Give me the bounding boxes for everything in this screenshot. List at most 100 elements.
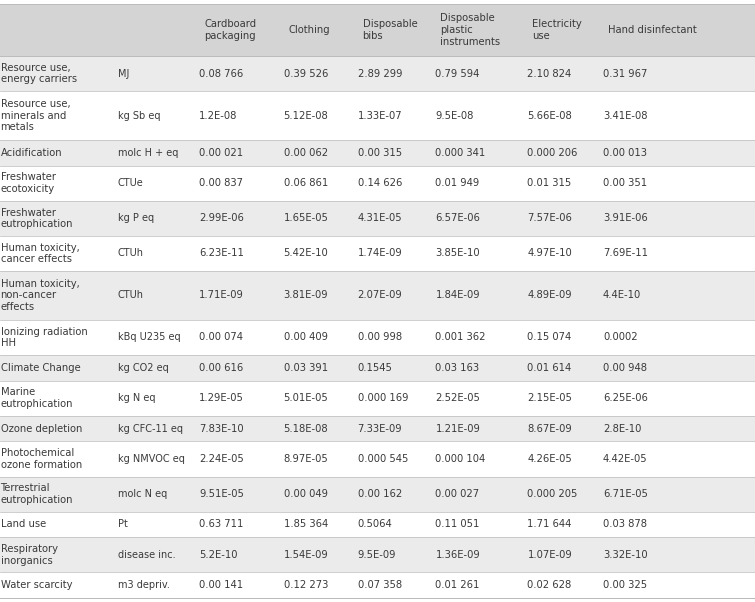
Text: Climate Change: Climate Change: [1, 363, 80, 373]
Text: Hand disinfectant: Hand disinfectant: [608, 25, 697, 35]
Text: 0.00 141: 0.00 141: [199, 580, 243, 590]
Text: 6.57E-06: 6.57E-06: [436, 213, 480, 223]
Text: 0.00 948: 0.00 948: [603, 363, 647, 373]
Text: Disposable
bibs: Disposable bibs: [362, 19, 418, 41]
Text: 0.08 766: 0.08 766: [199, 69, 243, 78]
Text: 1.84E-09: 1.84E-09: [436, 290, 480, 300]
Text: 3.91E-06: 3.91E-06: [603, 213, 648, 223]
Text: 0.1545: 0.1545: [358, 363, 393, 373]
Text: Pt: Pt: [118, 520, 128, 529]
Text: 0.79 594: 0.79 594: [436, 69, 479, 78]
Text: Land use: Land use: [1, 520, 46, 529]
Bar: [0, 4, 755, 56]
Text: 0.00 062: 0.00 062: [284, 148, 328, 158]
Text: 2.89 299: 2.89 299: [358, 69, 402, 78]
Text: 9.5E-08: 9.5E-08: [436, 111, 473, 120]
Text: 0.00 013: 0.00 013: [603, 148, 647, 158]
Text: 1.2E-08: 1.2E-08: [199, 111, 237, 120]
Text: 1.85 364: 1.85 364: [284, 520, 328, 529]
Text: 0.63 711: 0.63 711: [199, 520, 243, 529]
Text: 5.12E-08: 5.12E-08: [284, 111, 328, 120]
Text: 0.03 878: 0.03 878: [603, 520, 647, 529]
Text: 0.00 409: 0.00 409: [284, 332, 328, 343]
Text: 0.00 162: 0.00 162: [358, 489, 402, 499]
Text: 0.06 861: 0.06 861: [284, 178, 328, 188]
Bar: [0, 512, 755, 537]
Bar: [0, 537, 755, 573]
Text: 3.85E-10: 3.85E-10: [436, 249, 480, 258]
Text: 0.12 273: 0.12 273: [284, 580, 328, 590]
Text: kg CO2 eq: kg CO2 eq: [118, 363, 168, 373]
Text: kg CFC-11 eq: kg CFC-11 eq: [118, 424, 183, 433]
Text: 0.02 628: 0.02 628: [528, 580, 572, 590]
Text: 4.4E-10: 4.4E-10: [603, 290, 641, 300]
Text: 0.03 391: 0.03 391: [284, 363, 328, 373]
Text: Electricity
use: Electricity use: [532, 19, 582, 41]
Text: Disposable
plastic
instruments: Disposable plastic instruments: [440, 13, 501, 47]
Text: 0.15 074: 0.15 074: [528, 332, 572, 343]
Text: 0.14 626: 0.14 626: [358, 178, 402, 188]
Text: 0.00 049: 0.00 049: [284, 489, 328, 499]
Bar: [0, 140, 755, 166]
Text: Respiratory
inorganics: Respiratory inorganics: [1, 544, 57, 566]
Text: kBq U235 eq: kBq U235 eq: [118, 332, 180, 343]
Text: 7.83E-10: 7.83E-10: [199, 424, 244, 433]
Text: m3 depriv.: m3 depriv.: [118, 580, 169, 590]
Text: 0.01 315: 0.01 315: [528, 178, 572, 188]
Bar: [0, 200, 755, 236]
Text: 0.00 351: 0.00 351: [603, 178, 647, 188]
Text: Clothing: Clothing: [288, 25, 330, 35]
Bar: [0, 56, 755, 91]
Text: 7.33E-09: 7.33E-09: [358, 424, 402, 433]
Text: 5.18E-08: 5.18E-08: [284, 424, 328, 433]
Text: 0.00 027: 0.00 027: [436, 489, 479, 499]
Text: 6.23E-11: 6.23E-11: [199, 249, 244, 258]
Text: Ozone depletion: Ozone depletion: [1, 424, 82, 433]
Text: 3.32E-10: 3.32E-10: [603, 550, 648, 560]
Bar: [0, 91, 755, 140]
Text: 1.74E-09: 1.74E-09: [358, 249, 402, 258]
Text: 4.42E-05: 4.42E-05: [603, 454, 648, 464]
Text: 0.000 545: 0.000 545: [358, 454, 408, 464]
Text: 6.71E-05: 6.71E-05: [603, 489, 648, 499]
Text: 2.8E-10: 2.8E-10: [603, 424, 641, 433]
Text: Ionizing radiation
HH: Ionizing radiation HH: [1, 327, 88, 348]
Text: 0.00 021: 0.00 021: [199, 148, 243, 158]
Text: Water scarcity: Water scarcity: [1, 580, 72, 590]
Text: 2.99E-06: 2.99E-06: [199, 213, 244, 223]
Bar: [0, 271, 755, 320]
Text: 0.39 526: 0.39 526: [284, 69, 328, 78]
Bar: [0, 166, 755, 200]
Text: 5.01E-05: 5.01E-05: [284, 393, 328, 403]
Bar: [0, 441, 755, 477]
Text: kg Sb eq: kg Sb eq: [118, 111, 160, 120]
Text: 4.26E-05: 4.26E-05: [528, 454, 572, 464]
Text: 7.69E-11: 7.69E-11: [603, 249, 648, 258]
Text: Freshwater
eutrophication: Freshwater eutrophication: [1, 208, 73, 229]
Text: 0.001 362: 0.001 362: [436, 332, 486, 343]
Text: 4.89E-09: 4.89E-09: [528, 290, 572, 300]
Text: 0.00 315: 0.00 315: [358, 148, 402, 158]
Text: 9.51E-05: 9.51E-05: [199, 489, 244, 499]
Text: 0.0002: 0.0002: [603, 332, 638, 343]
Text: 1.65E-05: 1.65E-05: [284, 213, 328, 223]
Text: 0.11 051: 0.11 051: [436, 520, 479, 529]
Text: kg P eq: kg P eq: [118, 213, 154, 223]
Text: 2.15E-05: 2.15E-05: [528, 393, 572, 403]
Text: 0.01 614: 0.01 614: [528, 363, 572, 373]
Text: 0.00 325: 0.00 325: [603, 580, 647, 590]
Bar: [0, 236, 755, 271]
Text: Photochemical
ozone formation: Photochemical ozone formation: [1, 448, 82, 470]
Text: 1.54E-09: 1.54E-09: [284, 550, 328, 560]
Text: 7.57E-06: 7.57E-06: [528, 213, 572, 223]
Text: 0.03 163: 0.03 163: [436, 363, 479, 373]
Text: 5.2E-10: 5.2E-10: [199, 550, 238, 560]
Bar: [0, 573, 755, 598]
Bar: [0, 320, 755, 355]
Text: disease inc.: disease inc.: [118, 550, 175, 560]
Text: 8.97E-05: 8.97E-05: [284, 454, 328, 464]
Text: 3.41E-08: 3.41E-08: [603, 111, 648, 120]
Text: 1.33E-07: 1.33E-07: [358, 111, 402, 120]
Text: Human toxicity,
non-cancer
effects: Human toxicity, non-cancer effects: [1, 279, 79, 312]
Text: 5.42E-10: 5.42E-10: [284, 249, 328, 258]
